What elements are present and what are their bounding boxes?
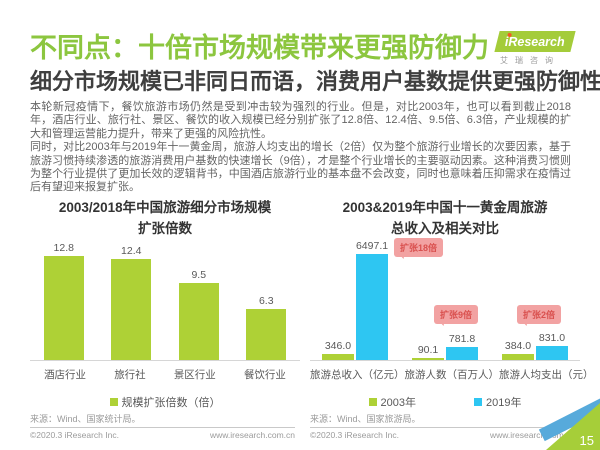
copyright-right: ©2020.3 iResearch Inc.: [310, 430, 399, 440]
chart-left-title-line2: 扩张倍数: [138, 221, 192, 236]
chart-left-legend: 规模扩张倍数（倍）: [30, 394, 300, 410]
bar-column: 346.0: [321, 340, 354, 360]
bar: [502, 353, 534, 360]
bar: [446, 347, 479, 360]
category-label: 旅行社: [114, 369, 146, 381]
page-title: 不同点：十倍市场规模带来更强防御力: [30, 33, 489, 63]
chart-right-plot: 346.0 6497.1 90.1 781.8 384.0 831.0: [310, 240, 580, 361]
iresearch-logo: iResearch 艾瑞咨询: [494, 31, 577, 66]
legend-swatch: [109, 398, 118, 406]
copyright-left: ©2020.3 iResearch Inc.: [30, 430, 119, 440]
category-label: 餐饮行业: [243, 369, 286, 381]
legend-label: 2019年: [486, 397, 522, 409]
chart-left-categories: 酒店行业 旅行社 景区行业 餐饮行业: [30, 367, 300, 382]
bar-column: 831.0: [536, 332, 568, 360]
body-paragraph-2: 同时，对比2003年与2019年十一黄金周，旅游人均支出的增长（2倍）仅为整个旅…: [30, 141, 571, 194]
bar: [412, 358, 445, 360]
category-label: 旅游人均支出（元）: [499, 369, 594, 381]
bar-group: 384.0 831.0: [502, 332, 568, 360]
bar: [356, 254, 389, 360]
logo-brand-text: iResearch: [505, 34, 565, 49]
category-label: 酒店行业: [44, 369, 87, 381]
legend-item: 2019年: [474, 394, 521, 410]
category-label: 旅游总收入（亿元）: [310, 369, 405, 381]
category-label: 景区行业: [173, 369, 216, 381]
bar-column: 90.1: [412, 344, 445, 360]
footer-divider-right: [310, 427, 575, 428]
bar-column: 6.3: [246, 294, 287, 360]
chart-left-plot: 12.8 12.4 9.5 6.3: [30, 241, 300, 361]
legend-item: 规模扩张倍数（倍）: [109, 394, 221, 410]
bar-column: 384.0: [502, 340, 534, 360]
bar: [178, 282, 219, 360]
bar-value: 6.3: [258, 294, 274, 307]
chart-right-title-line2: 总收入及相关对比: [391, 221, 499, 236]
chart-right-title-line1: 2003&2019年中国十一黄金周旅游: [342, 200, 548, 215]
bar: [536, 346, 568, 360]
legend-swatch: [474, 398, 482, 406]
expansion-badge: 扩张9倍: [434, 305, 479, 324]
legend-swatch: [368, 398, 377, 406]
logo-caption: 艾瑞咨询: [500, 56, 560, 65]
page-subtitle: 细分市场规模已非同日而语，消费用户基数提供更强防御性: [30, 69, 600, 94]
chart-market-expansion: 2003/2018年中国旅游细分市场规模 扩张倍数 12.8 12.4 9.5 6.3…: [30, 197, 300, 410]
bar: [43, 256, 84, 360]
bar-value: 781.8: [448, 333, 476, 346]
bar-value: 384.0: [504, 339, 532, 352]
chart-golden-week: 2003&2019年中国十一黄金周旅游 总收入及相关对比 346.0 6497.1…: [310, 197, 594, 410]
bar-group: 90.1 781.8: [412, 333, 479, 360]
website-left: www.iresearch.com.cn: [209, 430, 295, 440]
bar-value: 12.8: [53, 242, 74, 254]
bar-column: 781.8: [446, 333, 479, 360]
bar: [246, 308, 287, 360]
logo-parallelogram: iResearch: [494, 31, 576, 52]
bar-value: 9.5: [191, 268, 207, 281]
body-text: 本轮新冠疫情下，餐饮旅游市场仍然是受到冲击较为强烈的行业。但是，对比2003年，…: [30, 101, 571, 195]
bar-group: 346.0 6497.1: [321, 240, 388, 360]
bar-column: 12.8: [43, 242, 84, 360]
expansion-badge: 扩张2倍: [517, 305, 562, 324]
source-note-right: 来源：Wind、国家旅游局。: [310, 414, 421, 424]
source-note-left: 来源：Wind、国家统计局。: [30, 414, 141, 424]
footer-left: ©2020.3 iResearch Inc. www.iresearch.com…: [30, 430, 295, 440]
website-right: www.iresearch.com.cn: [489, 430, 575, 440]
chart-left-title-line1: 2003/2018年中国旅游细分市场规模: [58, 200, 272, 215]
bar-value: 90.1: [417, 344, 439, 356]
chart-right-title: 2003&2019年中国十一黄金周旅游 总收入及相关对比: [310, 197, 580, 241]
bar: [321, 354, 354, 360]
footer-divider-left: [30, 427, 295, 428]
corner-green-triangle: [546, 403, 600, 450]
body-paragraph-1: 本轮新冠疫情下，餐饮旅游市场仍然是受到冲击较为强烈的行业。但是，对比2003年，…: [30, 101, 571, 140]
legend-label: 规模扩张倍数（倍）: [121, 397, 221, 409]
bar-value: 6497.1: [355, 240, 389, 252]
category-label: 旅游人数（百万人）: [404, 369, 500, 381]
expansion-badge: 扩张18倍: [394, 238, 444, 257]
bar-value: 12.4: [121, 245, 142, 258]
bar-value: 346.0: [324, 340, 352, 353]
bar-value: 831.0: [538, 332, 566, 345]
bar: [111, 259, 152, 360]
footer-right: ©2020.3 iResearch Inc. www.iresearch.com…: [310, 430, 575, 440]
chart-left-title: 2003/2018年中国旅游细分市场规模 扩张倍数: [30, 197, 300, 241]
bar-column: 6497.1: [356, 240, 388, 360]
chart-right-legend: 2003年 2019年: [310, 394, 580, 410]
bar-column: 12.4: [111, 245, 152, 360]
legend-item: 2003年: [368, 394, 416, 410]
bar-column: 9.5: [178, 268, 219, 360]
legend-label: 2003年: [380, 397, 416, 409]
page-number: 15: [579, 433, 594, 448]
chart-right-categories: 旅游总收入（亿元） 旅游人数（百万人） 旅游人均支出（元）: [310, 367, 594, 382]
